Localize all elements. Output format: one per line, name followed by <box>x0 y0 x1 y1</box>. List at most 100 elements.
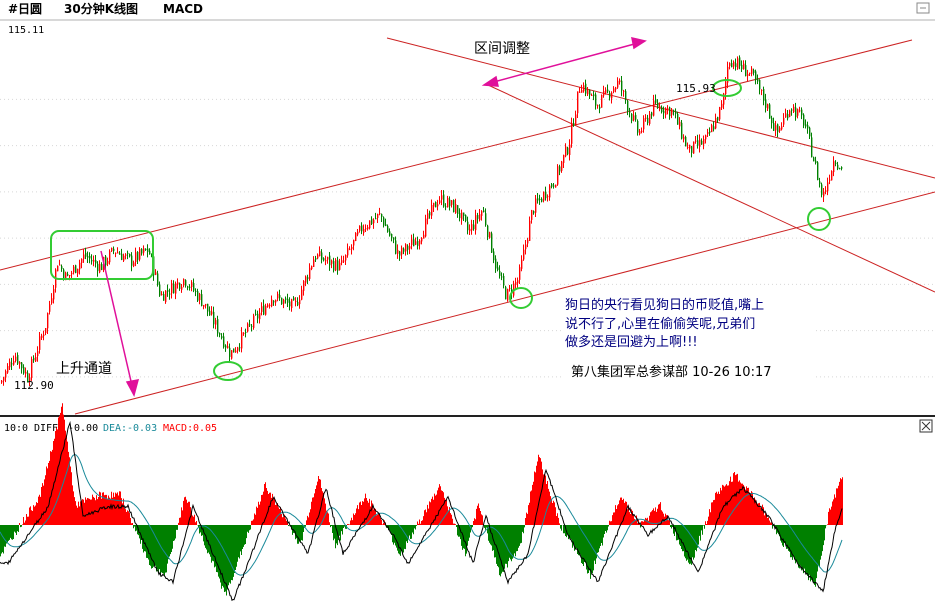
candle-body <box>477 214 479 219</box>
candle-body <box>437 204 439 207</box>
marker-circle-high <box>712 79 742 97</box>
candle-body <box>769 104 771 119</box>
candle-body <box>293 297 295 301</box>
candle-body <box>127 252 129 254</box>
candle-body <box>457 205 459 214</box>
candle-body <box>367 227 369 230</box>
candle-body <box>757 78 759 82</box>
candle-body <box>223 336 225 348</box>
dea-value: -0.03 <box>127 423 157 434</box>
candle-body <box>551 184 553 187</box>
candle-body <box>203 304 205 307</box>
candle-body <box>387 225 389 232</box>
candle-body <box>665 108 667 115</box>
candle-body <box>493 251 495 261</box>
candle-body <box>455 204 457 213</box>
candle-body <box>89 255 91 259</box>
candle-body <box>159 284 161 296</box>
candle-body <box>741 64 743 70</box>
candle-body <box>739 57 741 66</box>
candle-body <box>567 147 569 155</box>
candle-body <box>561 161 563 171</box>
candle-body <box>125 254 127 256</box>
candle-body <box>345 254 347 261</box>
period-title: 30分钟K线图 <box>64 1 138 16</box>
candle-body <box>755 71 757 80</box>
candle-body <box>211 311 213 315</box>
candle-body <box>317 254 319 259</box>
candle-body <box>63 269 65 279</box>
candle-body <box>543 192 545 201</box>
candle-body <box>391 234 393 238</box>
candle-body <box>743 63 745 70</box>
candle-body <box>167 290 169 292</box>
candle-body <box>487 225 489 238</box>
candle-body <box>765 99 767 108</box>
candle-body <box>39 336 41 350</box>
candle-body <box>707 131 709 135</box>
candle-body <box>835 162 837 164</box>
candle-body <box>447 198 449 208</box>
candle-body <box>359 225 361 231</box>
candle-body <box>277 293 279 299</box>
candle-body <box>763 89 765 101</box>
candle-body <box>547 196 549 198</box>
candle-body <box>199 293 201 301</box>
candle-body <box>225 345 227 348</box>
indicator-title: MACD <box>163 2 203 16</box>
candle-body <box>473 224 475 230</box>
candle-body <box>709 131 711 133</box>
candle-body <box>485 213 487 226</box>
candle-body <box>77 268 79 274</box>
candle-body <box>273 300 275 303</box>
candle-body <box>183 278 185 286</box>
candle-body <box>339 262 341 270</box>
comment-signature: 第八集团军总参谋部 10-26 10:17 <box>571 364 772 380</box>
candle-body <box>101 264 103 270</box>
candle-body <box>41 335 43 338</box>
candle-body <box>189 286 191 288</box>
candle-body <box>107 261 109 264</box>
candle-body <box>165 290 167 303</box>
candle-body <box>65 272 67 281</box>
candle-body <box>591 94 593 96</box>
candle-body <box>283 299 285 304</box>
candle-body <box>589 89 591 96</box>
candle-body <box>11 363 13 365</box>
candle-body <box>235 350 237 353</box>
candle-body <box>683 136 685 140</box>
candle-body <box>163 294 165 301</box>
candle-body <box>809 127 811 137</box>
candle-body <box>191 282 193 288</box>
candle-body <box>581 89 583 93</box>
candle-body <box>463 212 465 217</box>
candle-body <box>803 114 805 126</box>
candle-body <box>791 109 793 111</box>
candle-body <box>537 198 539 201</box>
candle-body <box>401 247 403 255</box>
candle-body <box>433 202 435 207</box>
candle-body <box>633 115 635 121</box>
macd-close-icon[interactable] <box>919 419 933 433</box>
candle-body <box>479 214 481 221</box>
candle-body <box>837 164 839 169</box>
candle-body <box>431 205 433 216</box>
channel-arrow-line <box>100 250 134 391</box>
candle-body <box>237 347 239 351</box>
candle-body <box>377 214 379 218</box>
candle-body <box>129 254 131 257</box>
candle-body <box>579 91 581 93</box>
candle-body <box>821 184 823 195</box>
candle-body <box>459 212 461 219</box>
candle-body <box>627 100 629 112</box>
candle-body <box>105 256 107 266</box>
diff-line <box>0 420 843 602</box>
candle-body <box>817 162 819 181</box>
candle-body <box>217 319 219 334</box>
candle-body <box>717 117 719 121</box>
candle-body <box>749 72 751 74</box>
candle-body <box>61 266 63 270</box>
candle-body <box>7 366 9 373</box>
candle-body <box>517 280 519 284</box>
diff-label: DIFF: <box>34 423 64 434</box>
